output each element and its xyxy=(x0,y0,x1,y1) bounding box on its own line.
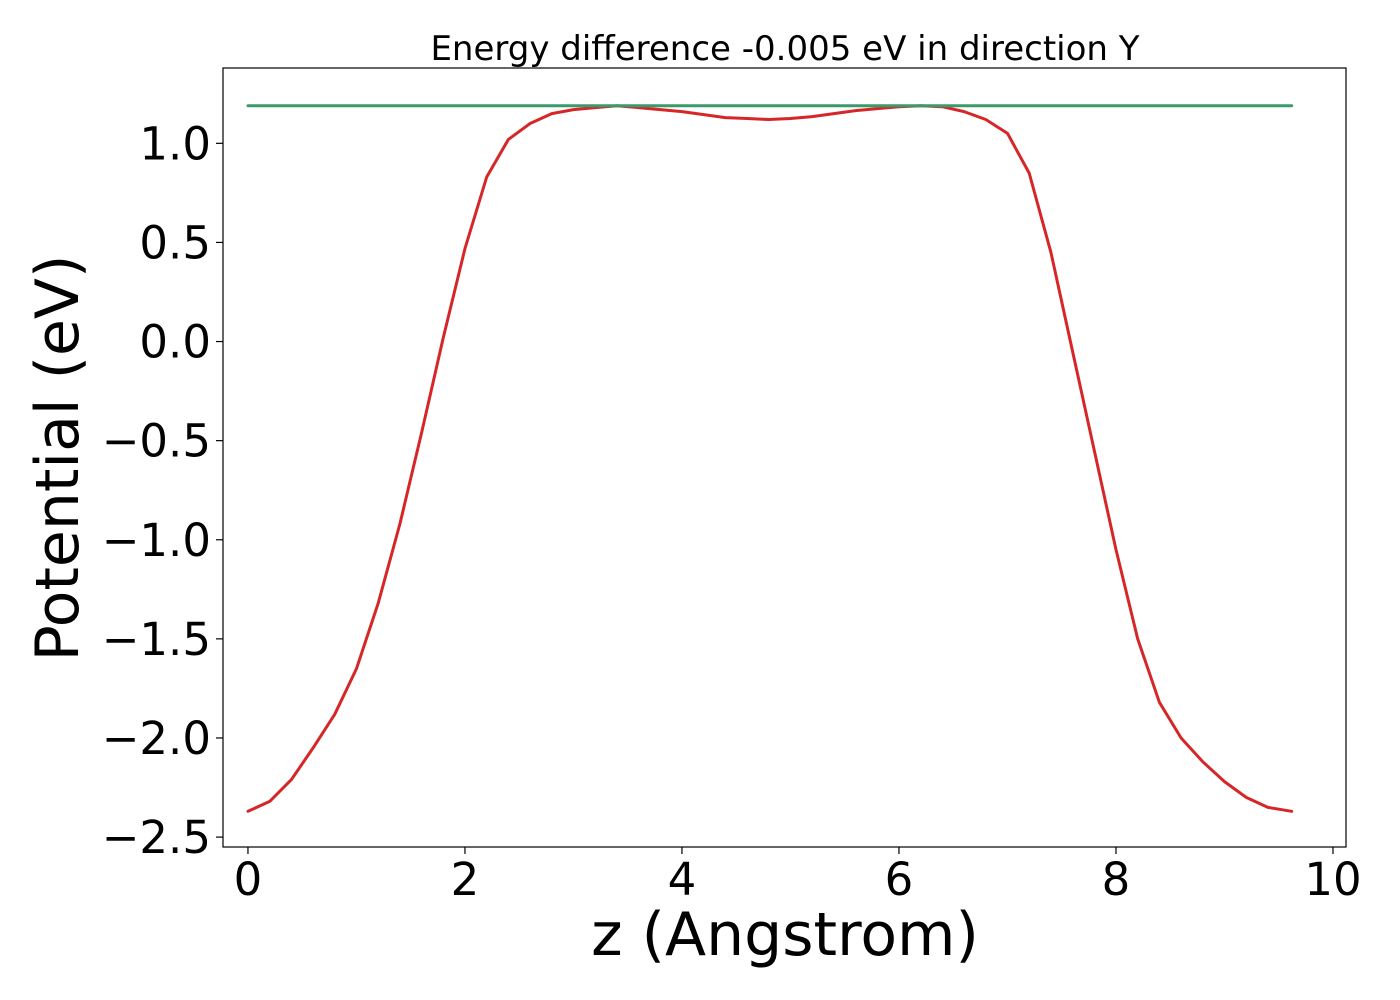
series-layer xyxy=(246,104,1294,813)
chart-title: Energy difference -0.005 eV in direction… xyxy=(430,29,1139,69)
x-axis-label: z (Angstrom) xyxy=(591,900,979,970)
y-tick-label: 0.0 xyxy=(139,316,211,369)
x-tick-label: 2 xyxy=(451,853,480,906)
y-tick-label: −0.5 xyxy=(102,415,211,468)
x-tick-label: 4 xyxy=(668,853,697,906)
x-tick-label: 6 xyxy=(885,853,914,906)
series-line-0 xyxy=(246,104,1294,813)
y-tick-label: −1.0 xyxy=(102,514,211,567)
x-axis: 0 2 4 6 8 10 xyxy=(234,847,1362,906)
x-tick-label: 8 xyxy=(1102,853,1131,906)
y-axis: 1.0 0.5 0.0 −0.5 −1.0 −1.5 −2.0 −2.5 xyxy=(102,117,223,864)
plot-frame xyxy=(222,67,1347,848)
y-tick-label: 0.5 xyxy=(139,216,211,269)
y-axis-label: Potential (eV) xyxy=(23,255,93,662)
y-tick-label: 1.0 xyxy=(139,117,211,170)
x-tick-label: 10 xyxy=(1304,853,1361,906)
x-tick-label: 0 xyxy=(234,853,263,906)
y-tick-label: −1.5 xyxy=(102,613,211,666)
y-tick-label: −2.5 xyxy=(102,811,211,864)
y-tick-label: −2.0 xyxy=(102,712,211,765)
